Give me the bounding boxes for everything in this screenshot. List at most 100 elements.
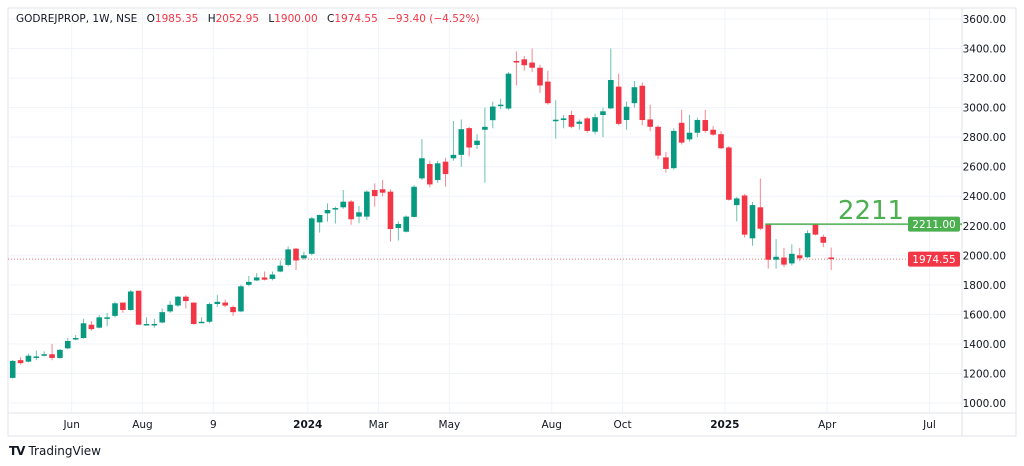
candle-body-up[interactable] [238,286,244,312]
candle-body-down[interactable] [702,120,709,131]
candle-body-down[interactable] [348,201,354,220]
candle-body-down[interactable] [710,129,716,135]
candle-body-up[interactable] [576,121,583,124]
candle-body-up[interactable] [749,205,756,239]
candle-body-down[interactable] [647,119,653,127]
candle-body-down[interactable] [781,257,787,265]
candle-body-up[interactable] [623,106,630,121]
candle-body-down[interactable] [513,60,520,63]
candle-body-down[interactable] [765,224,772,260]
candle-body-up[interactable] [316,214,323,223]
candle-body-up[interactable] [301,255,307,259]
candle-body-down[interactable] [615,86,622,124]
candle-body-up[interactable] [670,130,677,169]
candle-body-up[interactable] [175,296,181,306]
candle-body-up[interactable] [497,104,504,107]
candle-body-down[interactable] [796,255,803,259]
candle-body-down[interactable] [427,164,433,185]
candle-body-up[interactable] [9,360,16,378]
candle-body-up[interactable] [489,106,496,121]
candle-body-down[interactable] [49,354,55,358]
candle-body-up[interactable] [143,323,150,326]
candle-body-down[interactable] [820,236,827,243]
candle-body-up[interactable] [419,158,425,179]
candle-body-down[interactable] [190,302,197,324]
candle-body-down[interactable] [537,67,543,86]
candle-body-up[interactable] [96,317,103,328]
candle-body-down[interactable] [568,114,575,127]
candle-body-down[interactable] [726,147,732,200]
candle-body-up[interactable] [64,340,71,349]
candle-body-up[interactable] [324,209,331,214]
candle-body-up[interactable] [127,291,134,310]
candle-body-down[interactable] [828,257,834,260]
candle-body-down[interactable] [655,126,661,156]
candle-body-down[interactable] [442,161,449,175]
candle-body-up[interactable] [104,317,110,319]
candle-body-up[interactable] [474,140,480,145]
candle-body-up[interactable] [450,154,457,159]
candle-body-up[interactable] [214,301,221,305]
candle-body-down[interactable] [261,277,268,280]
candle-body-up[interactable] [80,323,87,339]
candle-body-down[interactable] [120,302,126,310]
candle-body-up[interactable] [340,201,347,208]
candle-body-down[interactable] [639,85,646,121]
candle-body-down[interactable] [222,302,228,306]
candle-body-up[interactable] [246,281,252,285]
candle-body-down[interactable] [88,324,95,330]
candle-body-up[interactable] [395,223,402,228]
candle-body-up[interactable] [403,216,409,232]
candle-body-up[interactable] [560,118,567,121]
candle-body-up[interactable] [631,87,638,104]
candle-body-down[interactable] [521,59,528,66]
candle-body-up[interactable] [57,349,63,358]
candle-body-down[interactable] [293,248,299,261]
candle-body-up[interactable] [505,73,512,109]
candle-body-up[interactable] [308,218,315,254]
candle-body-up[interactable] [608,79,614,109]
candle-body-up[interactable] [773,256,779,260]
candle-body-down[interactable] [379,189,386,193]
candle-body-up[interactable] [694,120,701,133]
candle-body-down[interactable] [812,224,819,235]
candle-body-down[interactable] [135,290,142,325]
candle-body-up[interactable] [789,253,795,264]
candle-body-up[interactable] [592,117,598,132]
candle-body-up[interactable] [285,249,291,265]
candle-body-up[interactable] [41,354,47,356]
candle-body-up[interactable] [804,233,811,258]
candle-body-up[interactable] [332,208,339,210]
tradingview-brand[interactable]: 𝗧𝗩 TradingView [9,444,101,458]
candle-body-down[interactable] [529,62,535,68]
candle-body-up[interactable] [356,212,362,217]
candle-body-up[interactable] [159,312,166,323]
candle-body-up[interactable] [198,321,205,324]
candle-body-down[interactable] [584,118,591,131]
candle-body-down[interactable] [466,128,472,148]
candle-body-down[interactable] [387,191,394,230]
candle-body-up[interactable] [25,355,32,362]
candle-body-up[interactable] [253,277,260,281]
candle-body-up[interactable] [434,163,441,180]
candle-body-up[interactable] [277,265,284,272]
candle-body-up[interactable] [364,191,370,217]
candle-body-up[interactable] [167,304,173,312]
candle-body-up[interactable] [72,338,79,340]
candle-body-up[interactable] [33,356,40,358]
candle-body-down[interactable] [371,190,378,197]
candle-body-up[interactable] [686,132,693,140]
candle-body-up[interactable] [733,198,740,206]
candle-body-down[interactable] [183,296,189,302]
candle-body-down[interactable] [545,81,551,104]
candle-body-down[interactable] [230,306,236,313]
candle-body-up[interactable] [458,129,465,155]
candle-body-up[interactable] [206,304,213,322]
candle-body-down[interactable] [678,122,685,143]
candle-body-down[interactable] [663,157,669,169]
candle-body-down[interactable] [757,207,764,229]
candle-body-down[interactable] [718,134,724,149]
candle-body-down[interactable] [17,360,24,364]
candle-body-up[interactable] [552,119,559,122]
